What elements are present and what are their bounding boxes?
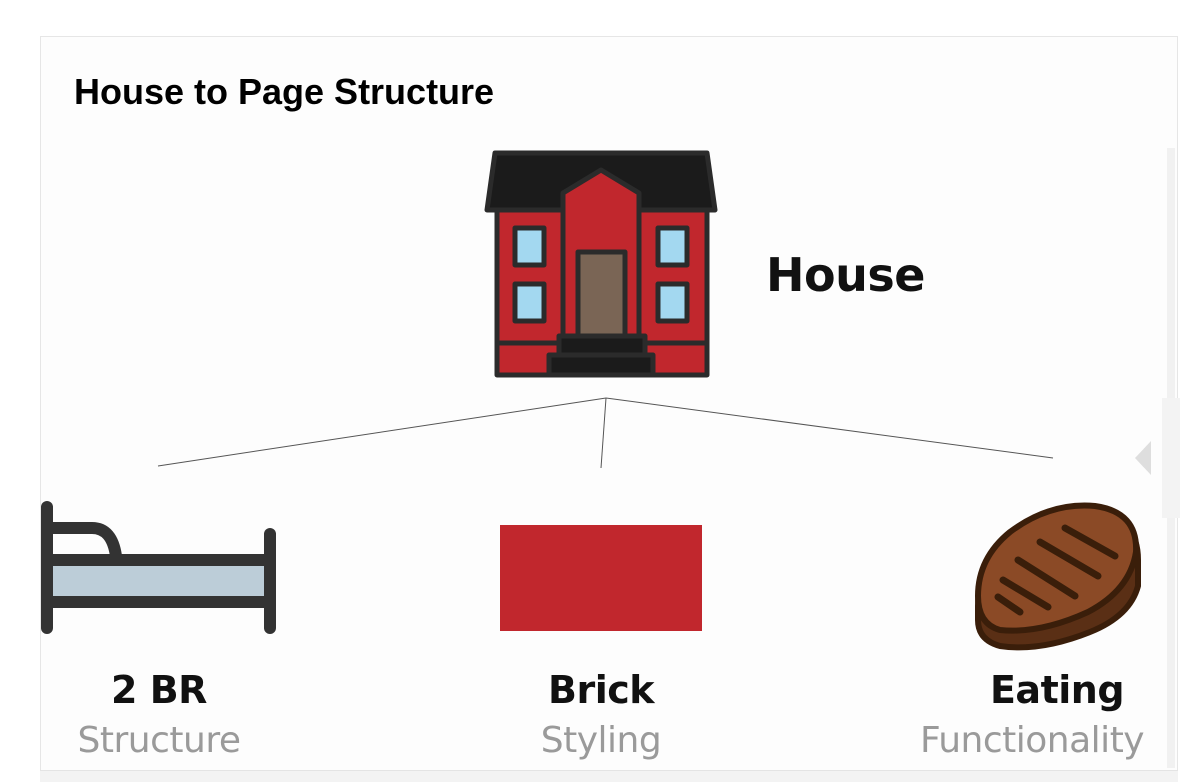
bed-subtitle: Structure xyxy=(77,720,241,761)
bed-icon xyxy=(41,501,276,634)
bed-title: 2 BR xyxy=(111,668,207,712)
connector-to-steak xyxy=(605,397,1054,459)
connector-lines xyxy=(157,397,1054,469)
brick-title: Brick xyxy=(547,668,655,712)
bottom-scroll-strip[interactable] xyxy=(40,770,1178,782)
house-icon xyxy=(484,150,718,378)
collapse-handle[interactable] xyxy=(1162,398,1180,518)
page-title: House to Page Structure xyxy=(74,71,495,112)
steak-title: Eating xyxy=(989,668,1125,712)
connector-to-brick xyxy=(600,397,607,469)
steak-icon xyxy=(975,502,1141,651)
brick-subtitle: Styling xyxy=(540,720,662,761)
connector-to-bed xyxy=(157,397,607,467)
steak-subtitle: Functionality xyxy=(920,720,1145,761)
brick-icon xyxy=(500,525,702,631)
house-label: House xyxy=(766,248,925,302)
collapse-arrow-icon[interactable] xyxy=(1135,441,1151,475)
